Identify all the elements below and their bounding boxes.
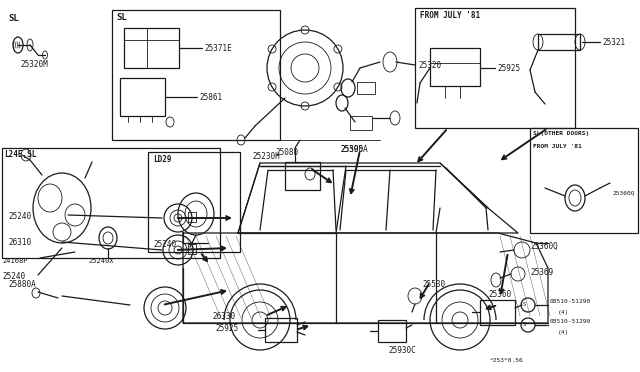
Text: 25360Q: 25360Q [530, 242, 557, 251]
Text: 25925: 25925 [497, 64, 520, 73]
Text: 25861: 25861 [199, 93, 222, 102]
Text: L24E,SL: L24E,SL [4, 150, 36, 159]
Text: SL: SL [8, 14, 19, 23]
Text: 25230H: 25230H [252, 152, 280, 161]
Bar [120, 78, 165, 116]
Text: 26310: 26310 [8, 238, 31, 247]
Bar [2, 148, 220, 258]
Bar [124, 28, 179, 68]
Text: 25321: 25321 [602, 38, 625, 47]
Text: S: S [522, 302, 525, 307]
Text: S: S [522, 322, 525, 327]
Bar [188, 244, 196, 254]
Text: 25360: 25360 [488, 290, 511, 299]
Text: FROM JULY '81: FROM JULY '81 [533, 144, 582, 149]
Text: 25371E: 25371E [204, 44, 232, 53]
Text: 26330: 26330 [212, 312, 235, 321]
Text: 25240X: 25240X [88, 258, 113, 264]
Text: SL: SL [116, 13, 127, 22]
Text: 25320: 25320 [418, 61, 441, 70]
Text: 25240: 25240 [8, 212, 31, 221]
Text: 25530: 25530 [422, 280, 445, 289]
Text: 25880A: 25880A [8, 280, 36, 289]
Bar [357, 82, 375, 94]
Bar [480, 300, 515, 325]
Bar [350, 116, 372, 130]
Text: 24168P: 24168P [2, 258, 28, 264]
Bar [430, 48, 480, 86]
Text: 25080: 25080 [275, 148, 298, 157]
Text: SL(OTHER DOORS): SL(OTHER DOORS) [533, 131, 589, 136]
Text: 25240: 25240 [153, 240, 176, 249]
Text: (4): (4) [558, 310, 569, 315]
Text: (4): (4) [558, 330, 569, 335]
Bar [285, 162, 320, 190]
Text: 08510-51290: 08510-51290 [550, 319, 591, 324]
Text: 25240: 25240 [2, 272, 25, 281]
Bar [530, 128, 638, 233]
Bar [112, 10, 280, 140]
Text: 25925: 25925 [215, 324, 238, 333]
Bar [415, 8, 575, 128]
Bar [188, 212, 196, 222]
Bar [148, 152, 240, 252]
Bar [538, 34, 580, 50]
Text: 25320M: 25320M [20, 60, 48, 69]
Text: 25505A: 25505A [340, 145, 368, 154]
Bar [378, 320, 406, 342]
Bar [265, 318, 297, 342]
Text: FROM JULY '81: FROM JULY '81 [420, 11, 480, 20]
Text: 25930C: 25930C [388, 346, 416, 355]
Text: 25360Q: 25360Q [612, 190, 634, 195]
Text: 25390: 25390 [340, 145, 363, 154]
Text: 08510-51290: 08510-51290 [550, 299, 591, 304]
Text: LD29: LD29 [153, 155, 172, 164]
Text: ^253*0.56: ^253*0.56 [490, 358, 524, 363]
Text: 25369: 25369 [530, 268, 553, 277]
